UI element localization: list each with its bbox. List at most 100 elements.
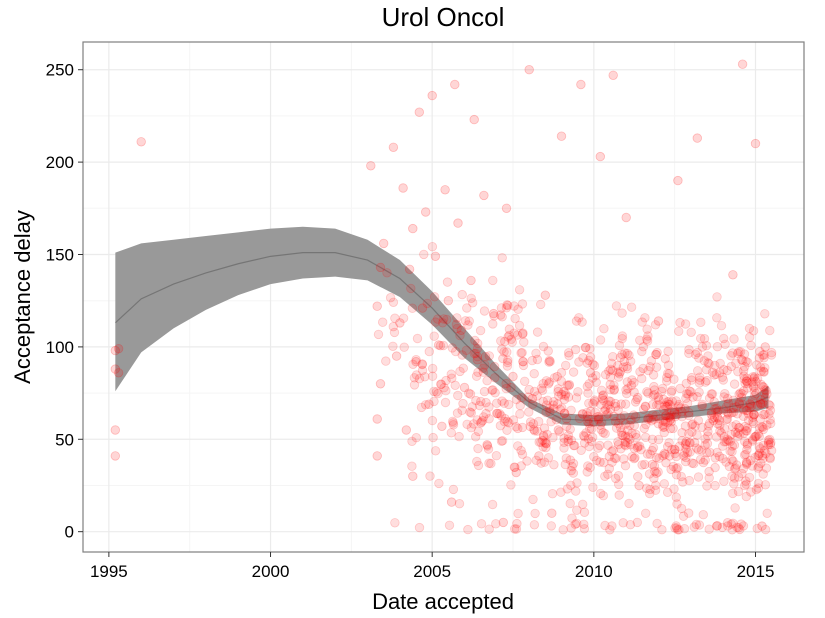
data-point xyxy=(419,249,429,260)
data-point xyxy=(654,414,665,424)
data-point xyxy=(585,352,596,362)
data-point xyxy=(671,470,682,480)
data-point xyxy=(700,455,710,465)
data-point xyxy=(447,343,458,353)
data-point xyxy=(604,400,614,410)
data-point xyxy=(467,402,478,412)
data-point xyxy=(714,451,725,462)
y-tick-label: 150 xyxy=(46,246,74,265)
data-point xyxy=(375,262,386,273)
data-point xyxy=(739,371,749,381)
data-point xyxy=(715,426,725,436)
data-point xyxy=(722,414,733,424)
data-point xyxy=(645,484,655,495)
data-point xyxy=(466,275,476,286)
data-point xyxy=(489,361,500,372)
data-point xyxy=(643,365,654,376)
data-point xyxy=(559,437,569,448)
data-point xyxy=(654,400,664,410)
data-point xyxy=(580,342,591,353)
data-point xyxy=(703,351,713,361)
data-point xyxy=(704,359,714,369)
data-point xyxy=(754,353,765,363)
data-point xyxy=(524,384,534,395)
data-point xyxy=(605,404,616,415)
data-point xyxy=(518,357,528,367)
data-point xyxy=(758,410,769,420)
y-tick-label: 100 xyxy=(46,338,74,357)
data-point xyxy=(645,488,655,499)
data-point xyxy=(765,454,775,464)
data-point xyxy=(733,486,744,497)
data-point xyxy=(721,414,732,425)
data-point xyxy=(699,356,710,366)
data-point xyxy=(652,347,662,358)
data-point xyxy=(478,367,489,377)
data-point xyxy=(496,436,507,446)
data-point xyxy=(680,438,691,449)
data-point xyxy=(548,400,558,410)
data-point xyxy=(718,405,729,415)
data-point xyxy=(608,352,618,362)
data-point xyxy=(742,423,753,433)
data-point xyxy=(375,379,386,389)
data-point xyxy=(726,361,737,372)
data-point xyxy=(527,355,537,366)
data-point xyxy=(751,484,762,495)
data-point xyxy=(448,416,458,427)
data-point xyxy=(582,381,593,392)
data-point xyxy=(563,434,573,444)
data-point xyxy=(556,487,566,497)
data-point xyxy=(707,407,717,417)
data-point xyxy=(458,398,468,409)
data-point xyxy=(564,380,574,391)
data-point xyxy=(615,367,626,377)
data-point xyxy=(719,333,729,344)
data-point xyxy=(499,416,510,427)
data-point xyxy=(588,482,598,493)
data-point xyxy=(669,374,679,384)
data-point xyxy=(599,395,609,406)
data-point xyxy=(604,366,614,376)
data-point xyxy=(542,429,552,440)
data-point xyxy=(428,363,438,374)
data-point xyxy=(582,411,593,421)
data-point xyxy=(389,327,400,338)
data-point xyxy=(471,395,481,406)
data-point xyxy=(653,419,664,429)
data-point xyxy=(549,404,559,414)
data-point xyxy=(510,462,520,473)
data-point xyxy=(595,457,605,467)
data-point xyxy=(617,334,627,344)
data-point xyxy=(704,466,714,477)
data-point xyxy=(574,413,585,424)
data-point xyxy=(743,415,754,425)
data-point xyxy=(587,373,598,383)
data-point xyxy=(660,401,670,411)
data-point xyxy=(675,383,685,394)
data-point xyxy=(645,362,655,372)
data-point xyxy=(704,393,715,403)
data-point xyxy=(541,376,552,386)
data-point xyxy=(577,409,588,419)
data-point xyxy=(475,325,486,336)
data-point xyxy=(480,360,490,370)
data-point xyxy=(746,487,756,497)
data-point xyxy=(758,424,769,435)
data-point xyxy=(484,402,494,412)
data-point xyxy=(764,437,774,447)
data-point xyxy=(732,522,742,533)
data-point xyxy=(640,402,651,412)
data-point xyxy=(436,379,447,390)
data-point xyxy=(430,446,441,456)
data-point xyxy=(440,185,450,195)
data-point xyxy=(728,488,738,499)
data-point xyxy=(666,411,676,421)
data-point xyxy=(710,462,720,473)
data-point xyxy=(592,412,603,422)
data-point xyxy=(744,323,755,334)
data-point xyxy=(457,350,467,360)
data-point xyxy=(632,394,642,405)
data-point xyxy=(696,333,706,344)
data-point xyxy=(651,411,661,421)
